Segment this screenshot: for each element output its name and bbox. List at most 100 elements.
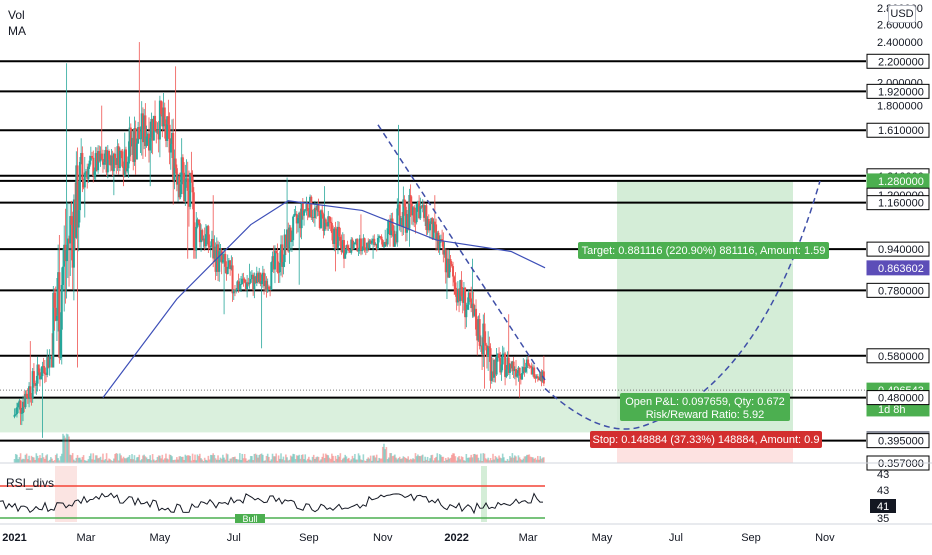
- volume-bar: [65, 433, 68, 463]
- candle-body: [18, 400, 21, 404]
- candle-body: [538, 377, 541, 380]
- candle-body: [235, 290, 238, 291]
- volume-bar: [229, 458, 231, 463]
- volume-bar: [448, 458, 451, 463]
- price-level-tag: [866, 83, 930, 99]
- candle-body: [57, 272, 60, 316]
- candle-body: [24, 393, 27, 408]
- candle-body: [386, 228, 389, 245]
- volume-bar: [268, 456, 270, 463]
- volume-bar: [434, 458, 436, 463]
- volume-bar: [447, 457, 449, 463]
- candle-body: [294, 213, 297, 215]
- candle-body: [283, 234, 286, 263]
- volume-bar: [455, 460, 458, 463]
- volume-bar: [259, 454, 262, 463]
- candle-body: [246, 282, 249, 289]
- candle-body: [366, 242, 369, 251]
- candle-body: [17, 403, 20, 408]
- candle-body: [204, 234, 207, 247]
- candle-body: [311, 216, 314, 218]
- rsi-indicator-label[interactable]: RSI_divs: [6, 476, 55, 490]
- target-label[interactable]: Target: 0.881116 (220.90%) 881116, Amoun…: [578, 242, 829, 259]
- candle-body: [483, 323, 486, 343]
- ma-indicator-label[interactable]: MA: [8, 24, 26, 38]
- volume-bar: [23, 459, 26, 463]
- volume-bar: [258, 454, 261, 463]
- candle-body: [108, 151, 111, 160]
- volume-bar: [47, 460, 50, 463]
- candle-body: [218, 251, 221, 272]
- volume-bar: [251, 456, 253, 463]
- volume-bar: [100, 459, 103, 463]
- candle-body: [445, 258, 448, 273]
- volume-bar: [374, 457, 377, 463]
- candle-body: [484, 342, 487, 346]
- volume-bar: [31, 457, 34, 463]
- candle-body: [42, 365, 45, 368]
- volume-bar: [500, 458, 503, 463]
- candle-body: [341, 240, 344, 253]
- candle-body: [115, 158, 118, 165]
- volume-bar: [285, 454, 287, 463]
- volume-bar: [48, 459, 51, 463]
- volume-bar: [304, 454, 307, 463]
- volume-bar: [507, 460, 510, 463]
- volume-bar: [287, 460, 290, 463]
- candle-body: [452, 266, 455, 277]
- volume-bar: [471, 457, 474, 463]
- candle-body: [464, 287, 467, 318]
- volume-bar: [352, 458, 355, 463]
- candle-body: [185, 178, 188, 180]
- candle-body: [479, 345, 482, 347]
- volume-bar: [162, 459, 165, 463]
- open-pnl-label[interactable]: Open P&L: 0.097659, Qty: 0.672Risk/Rewar…: [620, 393, 790, 421]
- stop-label[interactable]: Stop: 0.148884 (37.33%) 148884, Amount: …: [590, 431, 822, 448]
- volume-indicator-label[interactable]: Vol: [8, 8, 25, 22]
- volume-bar: [367, 457, 370, 463]
- volume-bar: [91, 459, 93, 463]
- candle-body: [197, 219, 200, 224]
- volume-bar: [537, 455, 539, 463]
- volume-bar: [98, 457, 101, 463]
- volume-bar: [539, 456, 542, 463]
- candle-body: [284, 234, 287, 248]
- candle-body: [248, 282, 251, 285]
- volume-bar: [351, 455, 354, 463]
- volume-bar: [188, 455, 190, 463]
- volume-bar: [237, 459, 240, 463]
- volume-bar: [535, 459, 538, 463]
- volume-bar: [310, 460, 313, 463]
- volume-bar: [279, 458, 281, 463]
- volume-bar: [184, 454, 187, 463]
- volume-bars: [13, 433, 545, 463]
- candle-body: [485, 345, 488, 357]
- candle-body: [472, 303, 475, 316]
- volume-bar: [497, 458, 499, 463]
- volume-bar: [515, 456, 517, 463]
- volume-bar: [19, 453, 22, 463]
- candle-body: [476, 329, 479, 341]
- candle-body: [172, 133, 175, 181]
- candle-body: [241, 278, 244, 284]
- candle-body: [253, 276, 256, 290]
- candle-body: [375, 243, 378, 250]
- candle-body: [286, 229, 289, 248]
- candle-body: [46, 357, 49, 375]
- candle-body: [391, 218, 394, 231]
- volume-bar: [380, 458, 383, 463]
- candle-body: [157, 130, 160, 140]
- candle-body: [240, 283, 243, 285]
- volume-bar: [130, 458, 132, 463]
- volume-bar: [246, 460, 248, 463]
- volume-bar: [465, 454, 468, 463]
- candle-body: [80, 152, 83, 162]
- volume-bar: [83, 460, 86, 463]
- candle-body: [189, 172, 192, 207]
- candle-body: [144, 115, 147, 147]
- volume-bar: [467, 457, 470, 463]
- currency-button[interactable]: USD: [888, 5, 916, 23]
- candle-body: [489, 348, 492, 381]
